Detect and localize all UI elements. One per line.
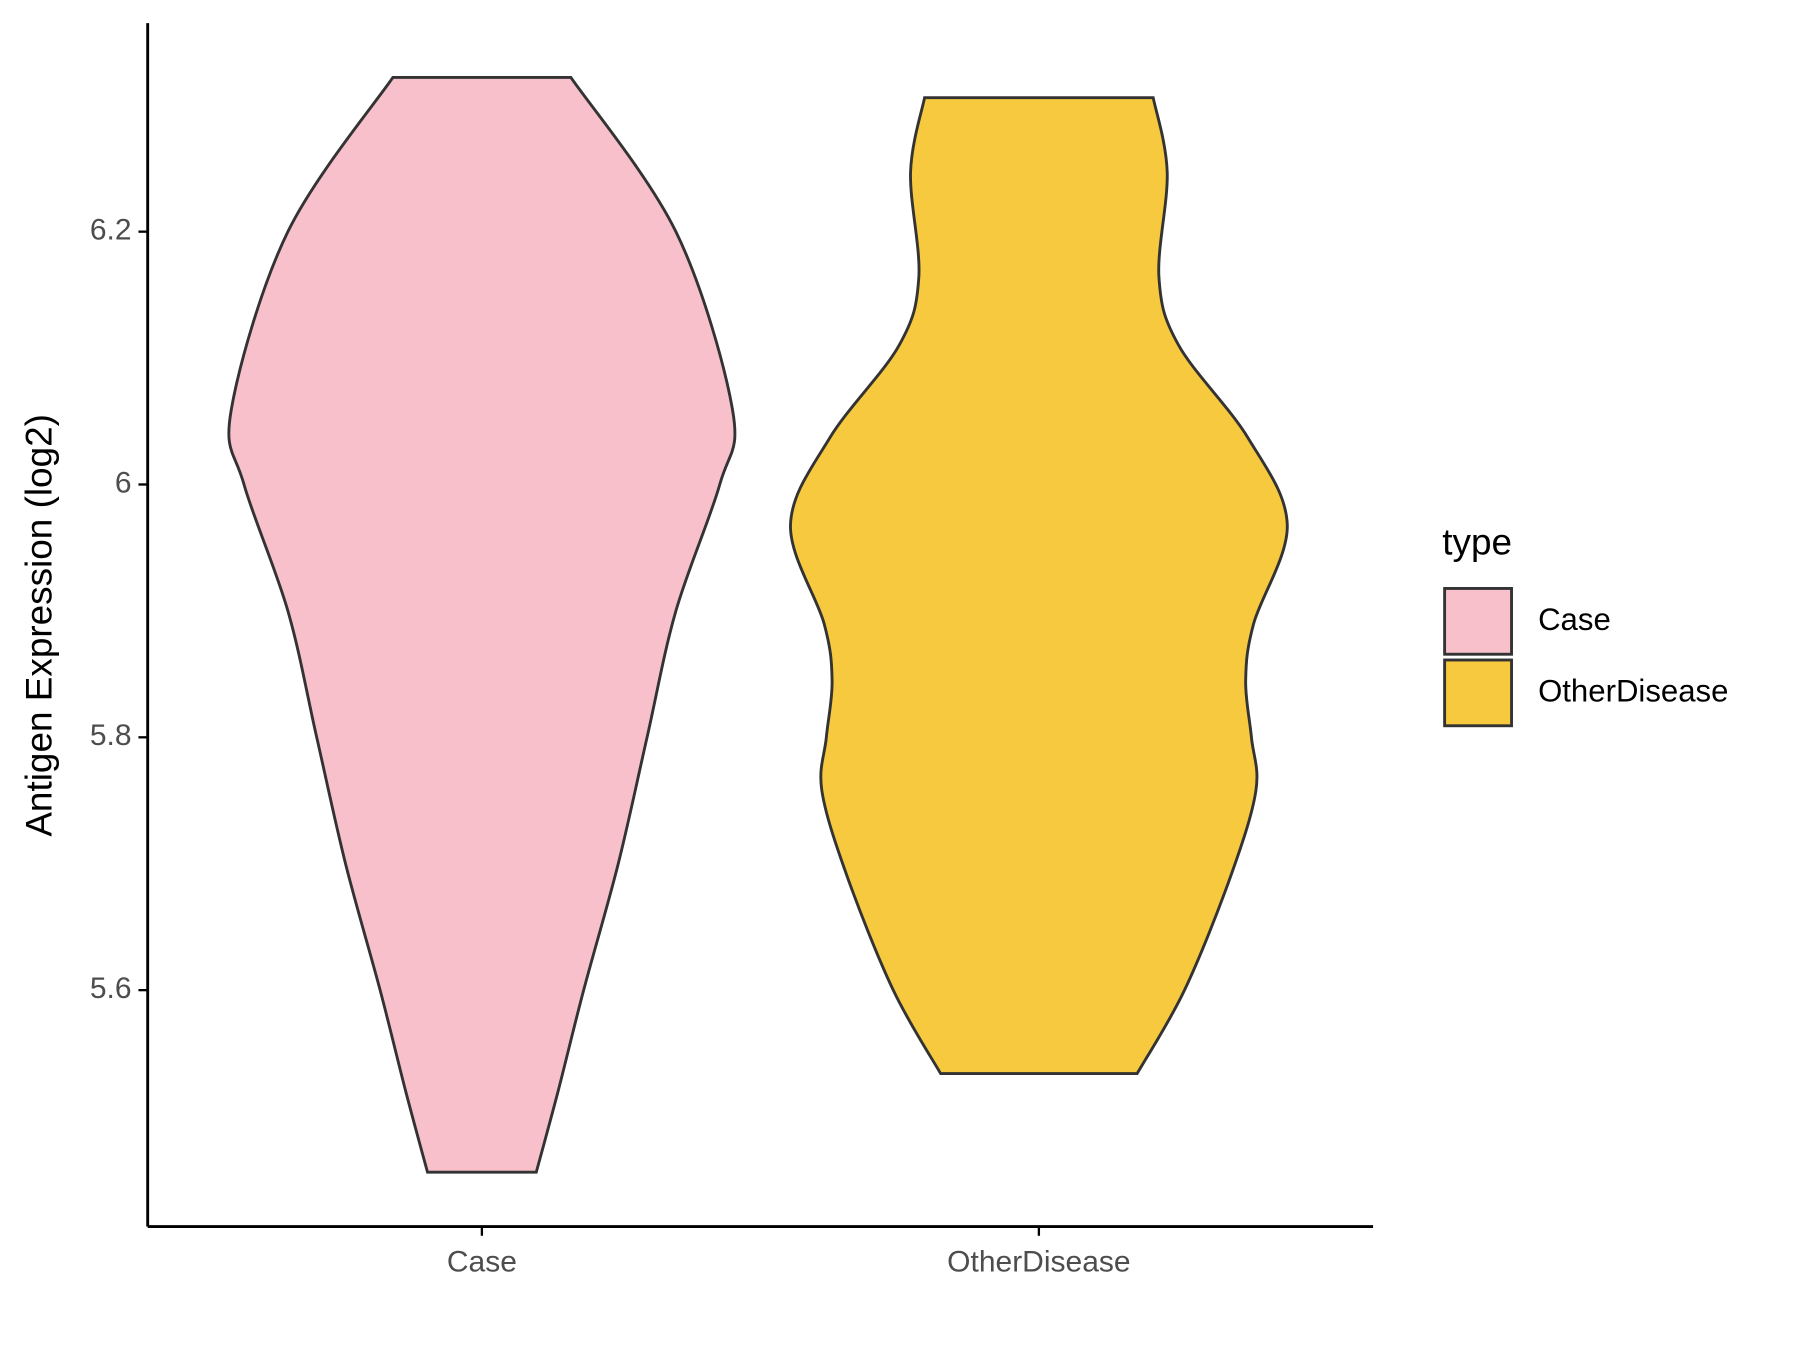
x-tick-label: Case <box>447 1245 517 1278</box>
y-tick-label: 5.8 <box>90 719 132 752</box>
violin <box>789 96 1289 1076</box>
x-tick-label: OtherDisease <box>947 1245 1130 1278</box>
legend-label: OtherDisease <box>1538 674 1728 709</box>
violin <box>227 75 737 1174</box>
legend-label: Case <box>1538 602 1611 637</box>
y-tick-label: 5.6 <box>90 972 132 1005</box>
legend-key <box>1443 658 1513 728</box>
legend-key <box>1443 587 1513 656</box>
y-tick-label: 6.2 <box>90 214 132 247</box>
y-axis-label: Antigen Expression (log2) <box>18 414 59 837</box>
legend-title: type <box>1442 521 1512 562</box>
y-tick-label: 6 <box>115 466 132 499</box>
